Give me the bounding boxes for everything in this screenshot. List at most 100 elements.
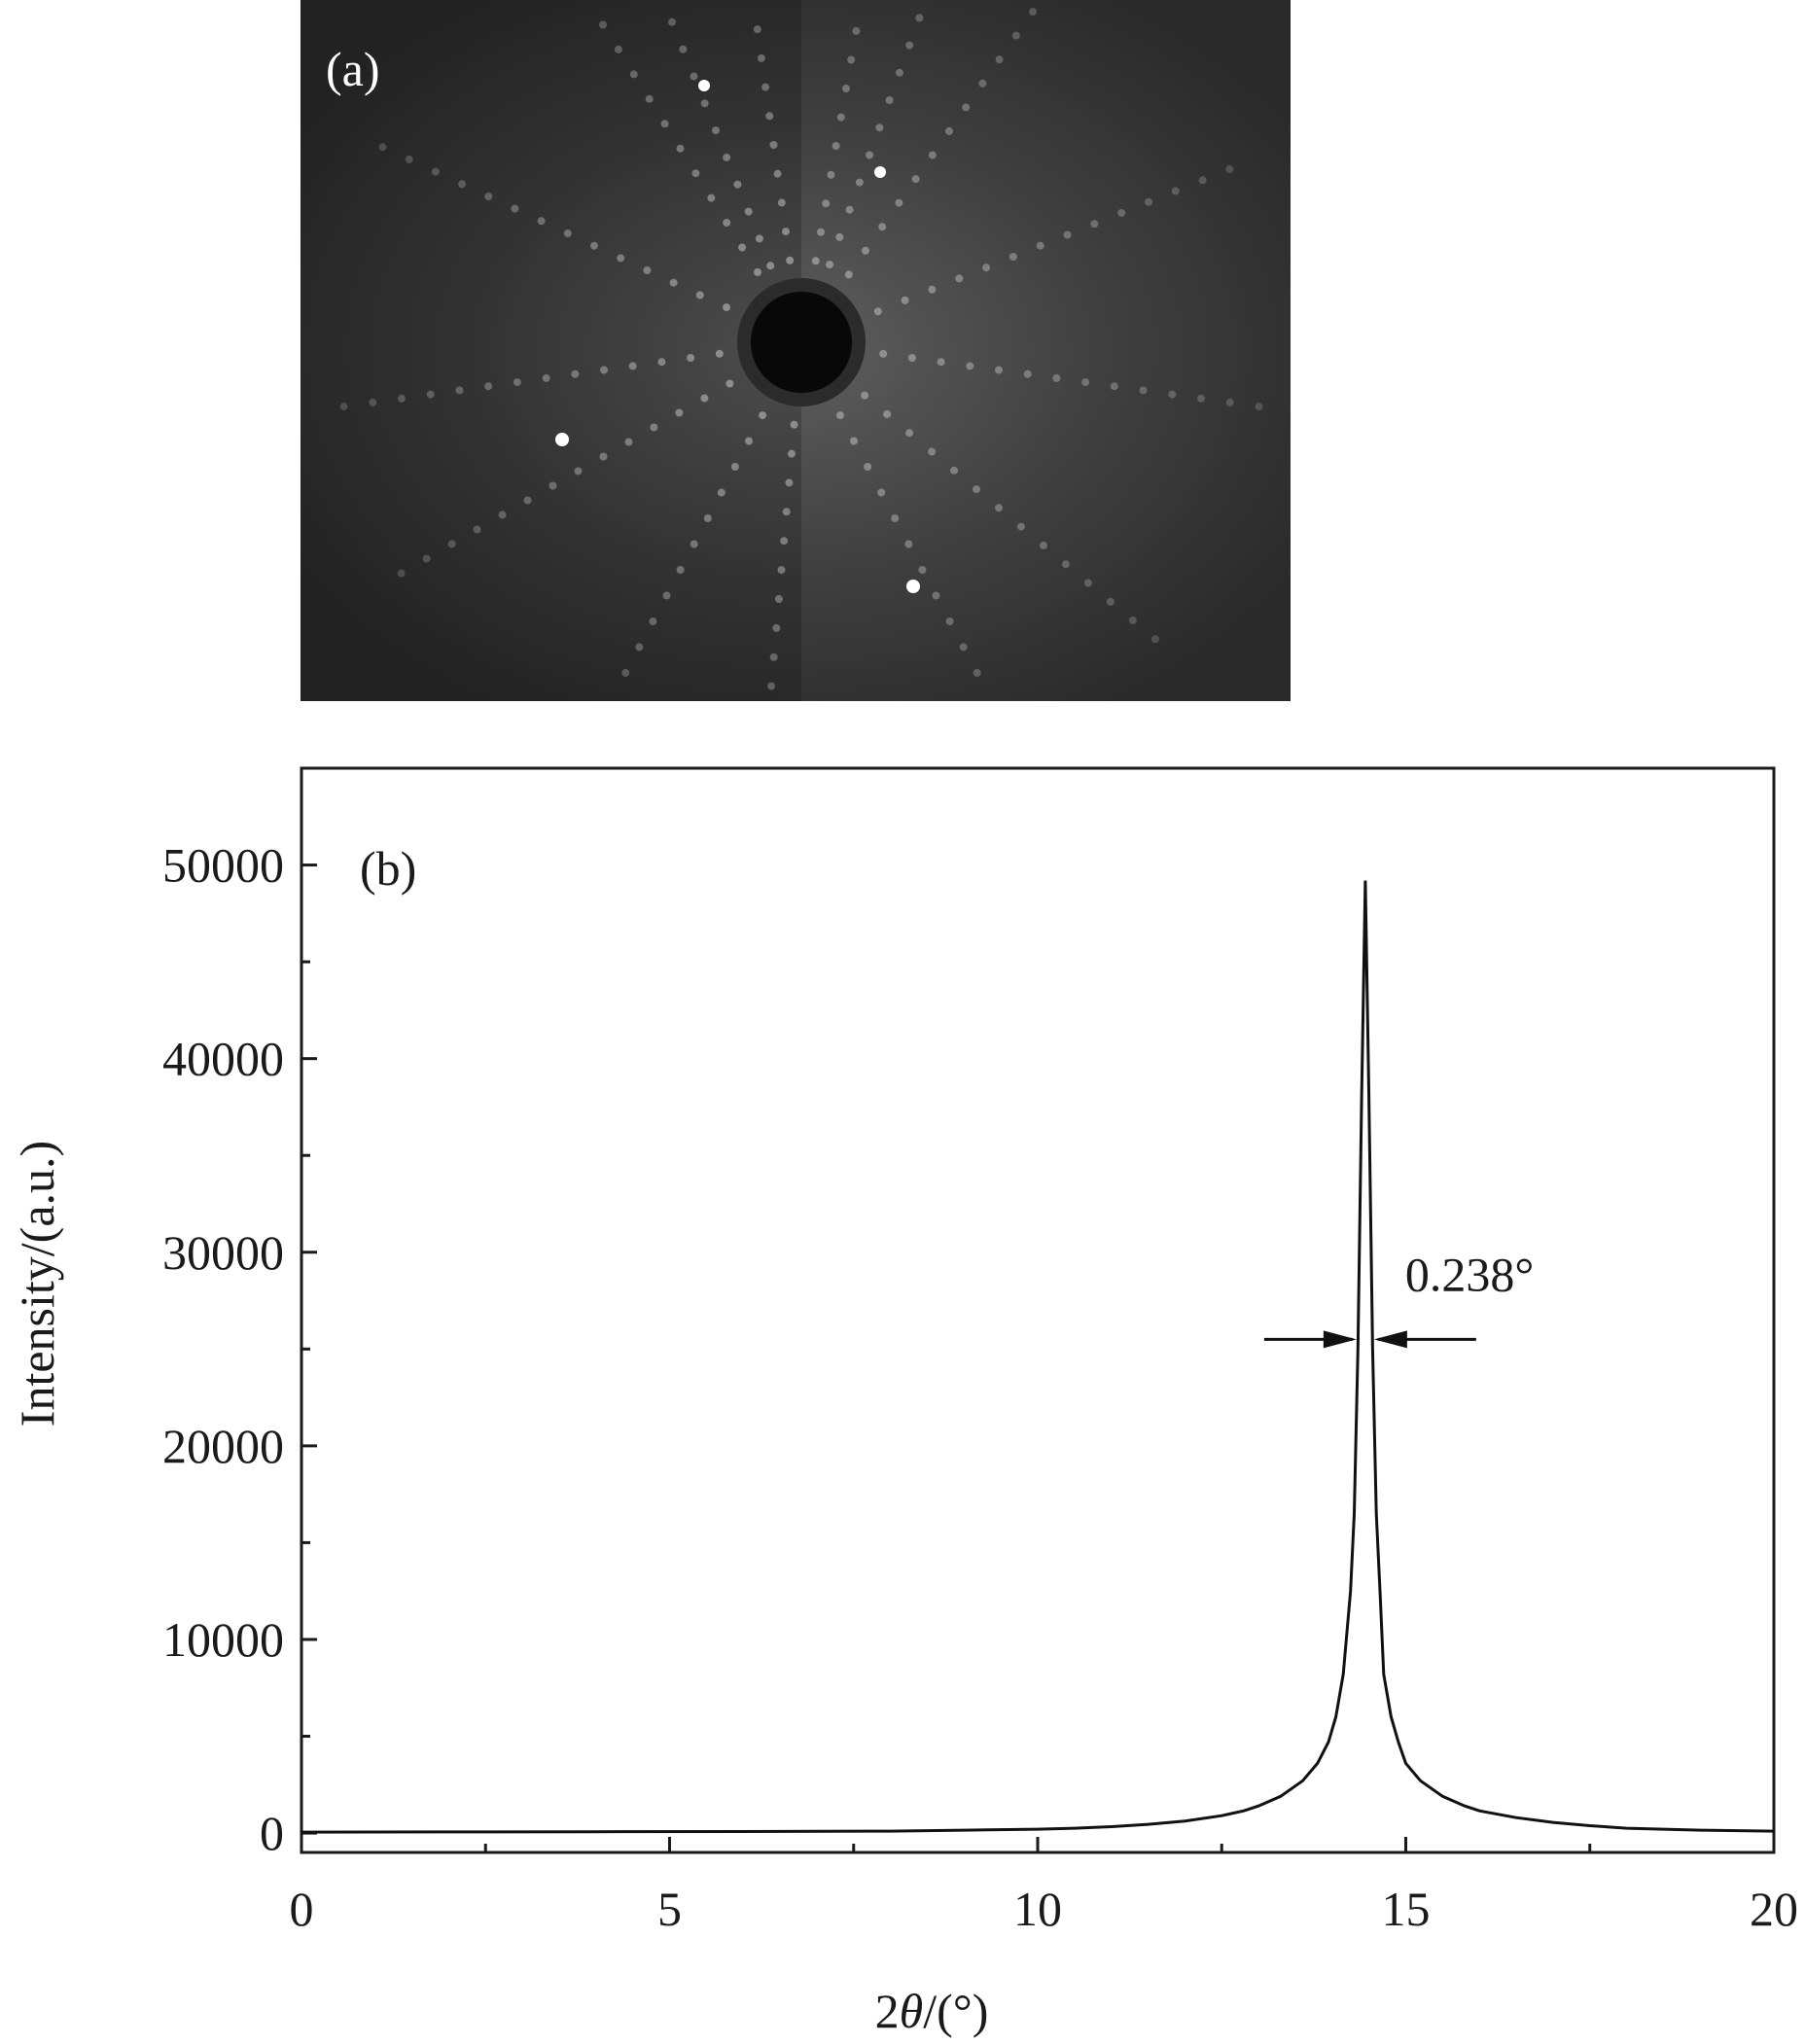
laue-spot (769, 652, 778, 661)
laue-spot-rays (339, 8, 1263, 690)
laue-spot (932, 591, 940, 600)
laue-spot (777, 566, 786, 575)
laue-spot (826, 261, 834, 269)
x-tick-label: 0 (290, 1882, 314, 1936)
laue-spot (726, 379, 734, 388)
fwhm-right-arrowhead (1373, 1330, 1407, 1349)
laue-spot (1117, 209, 1126, 217)
laue-spot (473, 525, 481, 534)
laue-spot (928, 285, 937, 294)
laue-spot (836, 113, 845, 122)
y-axis-label: Intensity/(a.u.) (10, 1141, 64, 1427)
laue-spot (690, 72, 698, 81)
laue-spot (738, 243, 747, 252)
laue-spot (1171, 187, 1180, 195)
laue-spot (875, 123, 884, 132)
laue-spot (574, 467, 583, 476)
laue-spot (484, 382, 493, 391)
laue-spot (1040, 541, 1047, 549)
laue-spot (523, 496, 532, 505)
y-tick-label: 30000 (162, 1225, 284, 1280)
laue-spot (621, 668, 630, 677)
laue-spot (1011, 31, 1020, 40)
laue-spot (1198, 176, 1207, 185)
laue-spot (679, 45, 688, 53)
x-axis: 0 5 10 15 20 (290, 1837, 1798, 1936)
laue-spot (945, 126, 953, 135)
laue-pattern-image: (a) (301, 0, 1291, 701)
x-axis-label: 2θ/(°) (875, 1984, 989, 2038)
laue-spot (511, 204, 519, 213)
laue-spot (378, 143, 387, 152)
laue-spot (645, 94, 654, 103)
laue-spot (845, 205, 854, 214)
laue-spot (549, 481, 557, 490)
laue-spot (599, 452, 608, 461)
laue-spot (780, 537, 789, 546)
laue-spot (862, 246, 869, 255)
laue-spot (643, 266, 652, 274)
laue-spot (918, 566, 927, 574)
laue-spot (1110, 382, 1118, 391)
laue-spot (733, 180, 742, 189)
laue-spot (700, 99, 709, 108)
xrd-chart: 0 5 10 15 20 0 10000 20000 30000 40000 50000 0.23… (10, 766, 1798, 2038)
x-tick-label: 10 (1013, 1882, 1062, 1936)
laue-spot (650, 423, 658, 432)
bright-spot (874, 166, 886, 178)
laue-spot (904, 540, 913, 548)
laue-spot (769, 141, 778, 149)
laue-spot (1023, 370, 1032, 378)
laue-spot (866, 151, 874, 159)
laue-spot (973, 485, 980, 494)
laue-spot (1036, 241, 1044, 250)
laue-spot (754, 267, 761, 276)
laue-spot (955, 274, 964, 283)
laue-spot (600, 366, 608, 374)
laue-spot (773, 169, 782, 178)
laue-spot (883, 409, 892, 418)
laue-spot (447, 540, 456, 548)
laue-spot (928, 447, 937, 456)
laue-spot (649, 617, 657, 625)
laue-spot (635, 643, 644, 652)
laue-spot (657, 358, 666, 367)
x-tick-label: 20 (1750, 1882, 1798, 1936)
laue-spot (628, 362, 637, 370)
beam-stop (751, 292, 852, 393)
laue-spot (864, 463, 872, 471)
laue-spot (1029, 8, 1037, 17)
laue-spot (877, 488, 886, 497)
laue-spot (995, 504, 1003, 512)
laue-spot (852, 26, 861, 35)
laue-spot (1081, 378, 1090, 387)
laue-spot (978, 79, 987, 88)
laue-spot (1061, 560, 1070, 569)
laue-spot (687, 354, 695, 362)
laue-spot (782, 228, 790, 236)
plot-frame (300, 766, 1776, 1854)
laue-spot (835, 232, 844, 241)
laue-spot (431, 167, 440, 176)
laue-spot (537, 217, 546, 226)
laue-spot (703, 514, 712, 522)
laue-spot (513, 378, 521, 387)
laue-spot (1150, 635, 1159, 644)
laue-spot (842, 85, 850, 92)
laue-spot (339, 403, 348, 411)
laue-spot (995, 366, 1003, 374)
laue-spot (907, 354, 916, 362)
laue-spot (744, 207, 753, 216)
laue-spot (761, 83, 770, 91)
laue-spot (1225, 165, 1234, 174)
fwhm-left-arrowhead (1323, 1330, 1357, 1349)
laue-spot (753, 25, 761, 34)
laue-spot (730, 463, 739, 471)
fwhm-annotation: 0.238° (1263, 1247, 1534, 1349)
laue-spot (614, 45, 622, 53)
laue-spot (676, 144, 685, 153)
laue-spot (790, 420, 798, 429)
laue-spot (962, 103, 971, 112)
laue-spot (1063, 230, 1072, 239)
bright-spot (698, 80, 710, 91)
